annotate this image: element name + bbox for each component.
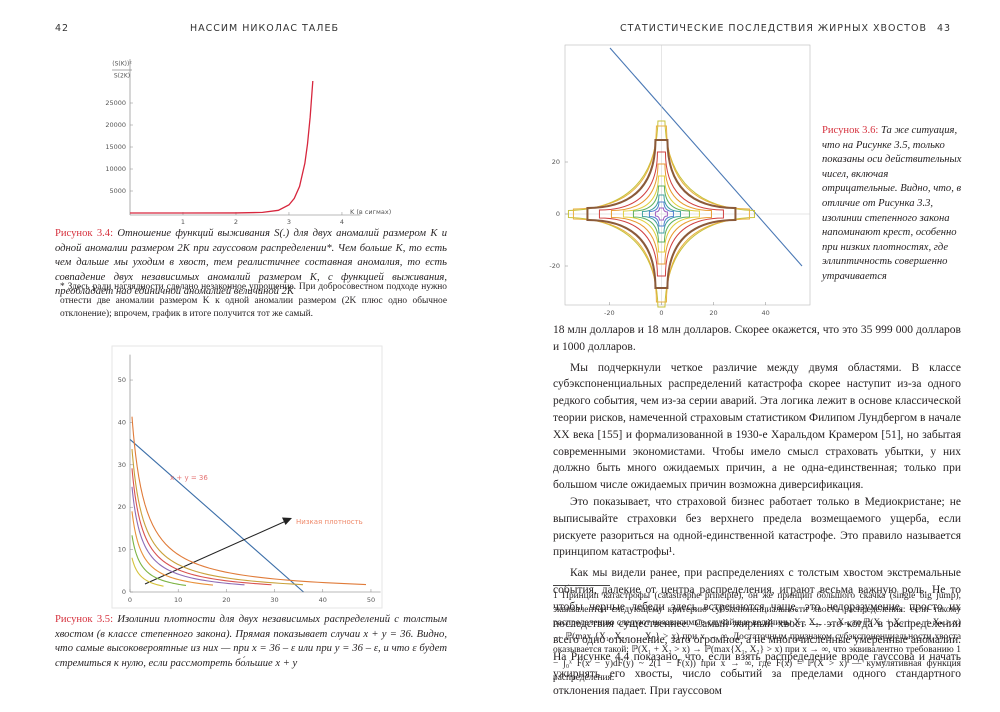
y-axis-label: (S(K))²	[112, 61, 132, 68]
footnote: * Здесь ради наглядности сделано незакон…	[60, 282, 447, 320]
isoline	[622, 175, 700, 253]
caption-label: Рисунок 3.6:	[822, 125, 879, 136]
figure-frame	[111, 345, 383, 609]
data-line	[129, 80, 314, 214]
x-tick-label: 2	[234, 218, 238, 226]
y-tick-label: 5000	[109, 187, 126, 195]
y-tick-label: 40	[118, 418, 126, 426]
y-tick-label: 0	[122, 588, 126, 596]
x-tick-label: 0	[659, 309, 663, 317]
y-tick-label: 10	[118, 546, 126, 554]
isoline	[610, 163, 712, 265]
y-tick-label: 20	[118, 503, 126, 511]
arrow	[144, 520, 287, 585]
isoline	[131, 535, 187, 587]
isoline	[567, 120, 755, 308]
caption-label: Рисунок 3.4:	[55, 228, 114, 239]
caption: Рисунок 3.6: Та же ситуация, что на Рису…	[822, 124, 965, 285]
x-tick-label: -20	[604, 309, 615, 317]
running-title: СТАТИСТИЧЕСКИЕ ПОСЛЕДСТВИЯ ЖИРНЫХ ХВОСТО…	[620, 23, 927, 34]
y-tick-label: 20	[552, 158, 560, 166]
y-tick-label: 0	[556, 210, 560, 218]
isoline	[131, 449, 304, 586]
annotation: x + y = 36	[170, 474, 208, 482]
isoline	[586, 139, 737, 289]
x-tick-label: 20	[709, 309, 717, 317]
isoline	[572, 125, 750, 303]
caption-text: Та же ситуация, что на Рисунке 3.5, толь…	[822, 125, 962, 282]
diagonal-line	[609, 47, 803, 267]
isoline	[131, 468, 272, 586]
arrow-head	[282, 517, 292, 525]
caption: Рисунок 3.4: Отношение функций выживания…	[55, 227, 447, 300]
y-tick-label: 30	[118, 461, 126, 469]
footnote: 1 Принцип катастрофы (catastrophe princi…	[553, 591, 962, 683]
isoline	[654, 207, 668, 221]
x-tick-label: 4	[340, 218, 344, 226]
caption-text: Изолинии плотности для двух независимых …	[55, 614, 447, 669]
annotation: Низкая плотность	[296, 518, 363, 526]
paragraph: Это показывает, что страховой бизнес раб…	[553, 495, 961, 559]
x-tick-label: 30	[270, 596, 278, 604]
isoline	[131, 416, 367, 586]
diagonal-line	[129, 438, 304, 593]
y-tick-label: 20000	[105, 121, 126, 129]
x-tick-label: 3	[287, 218, 291, 226]
x-tick-label: 50	[367, 596, 375, 604]
x-tick-label: 0	[128, 596, 132, 604]
isoline	[648, 201, 674, 227]
isoline	[131, 486, 245, 586]
y-tick-label: -20	[549, 262, 560, 270]
isoline	[598, 151, 724, 277]
isoline	[131, 557, 164, 587]
footnote-rule	[553, 585, 610, 586]
y-tick-label: 15000	[105, 143, 126, 151]
y-tick-label: 10000	[105, 165, 126, 173]
paragraph: 18 млн долларов и 18 млн долларов. Скоре…	[553, 324, 961, 353]
y-tick-label: 25000	[105, 99, 126, 107]
y-axis-label: S(2K)	[114, 73, 130, 80]
x-tick-label: 10	[174, 596, 182, 604]
running-title: НАССИМ НИКОЛАС ТАЛЕБ	[190, 23, 339, 34]
x-tick-label: 1	[181, 218, 185, 226]
x-axis-label: K (в сигмах)	[350, 208, 391, 216]
figure-frame	[564, 44, 811, 306]
x-tick-label: 40	[762, 309, 770, 317]
caption-text: Отношение функций выживания S(.) для дву…	[55, 228, 447, 298]
y-tick-label: 50	[118, 376, 126, 384]
body-text: 18 млн долларов и 18 млн долларов. Скоре…	[553, 322, 961, 700]
x-tick-label: 40	[319, 596, 327, 604]
paragraph: Мы подчеркнули четкое различие между дву…	[553, 361, 961, 492]
caption: Рисунок 3.5: Изолинии плотности для двух…	[55, 613, 447, 671]
isoline	[632, 185, 690, 243]
paragraph: Как мы видели ранее, при распределениях …	[553, 567, 961, 697]
page-number: 42	[55, 23, 70, 34]
page-number: 43	[937, 23, 952, 34]
isoline	[641, 194, 681, 234]
x-tick-label: 20	[222, 596, 230, 604]
caption-label: Рисунок 3.5:	[55, 614, 114, 625]
isoline	[131, 511, 214, 586]
